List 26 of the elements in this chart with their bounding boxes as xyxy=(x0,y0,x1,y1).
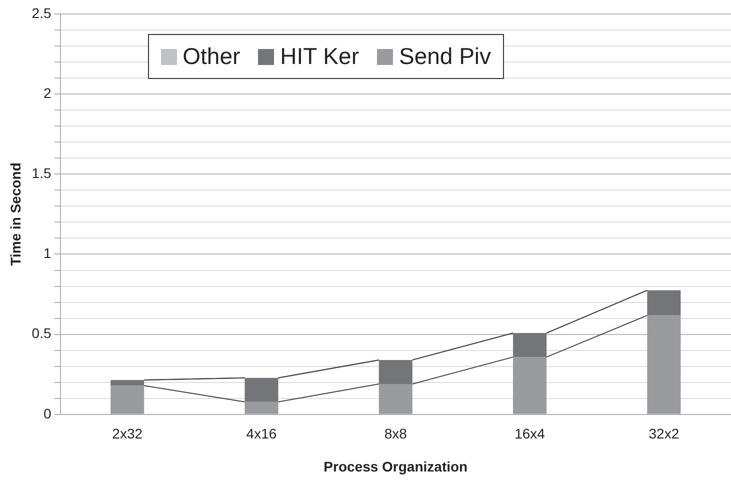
x-tick-label: 2x32 xyxy=(112,426,143,442)
y-tick-label: 1 xyxy=(43,245,52,262)
bar xyxy=(244,378,278,402)
x-tick-label: 32x2 xyxy=(648,426,680,442)
legend-label: Send Piv xyxy=(398,43,492,70)
y-tick-label: 2 xyxy=(43,84,52,101)
bar xyxy=(513,357,547,414)
bar xyxy=(378,384,412,414)
bar xyxy=(244,402,278,414)
x-axis-title: Process Organization xyxy=(324,458,468,474)
y-tick-label: 0 xyxy=(43,405,52,422)
legend-label: Other xyxy=(182,43,240,70)
bar xyxy=(110,386,144,414)
y-tick-label: 0.5 xyxy=(32,325,52,342)
legend-label: HIT Ker xyxy=(280,43,359,70)
x-tick-label: 4x16 xyxy=(246,426,277,442)
x-tick-label: 8x8 xyxy=(384,426,408,442)
y-axis-title: Time in Second xyxy=(7,162,24,266)
bar xyxy=(110,380,144,386)
bar xyxy=(647,315,681,414)
x-tick-label: 16x4 xyxy=(514,426,546,442)
y-tick-label: 2.5 xyxy=(32,4,52,21)
bar xyxy=(647,290,681,316)
y-tick-label: 1.5 xyxy=(32,165,52,182)
bar xyxy=(513,333,547,358)
bar xyxy=(378,360,412,384)
